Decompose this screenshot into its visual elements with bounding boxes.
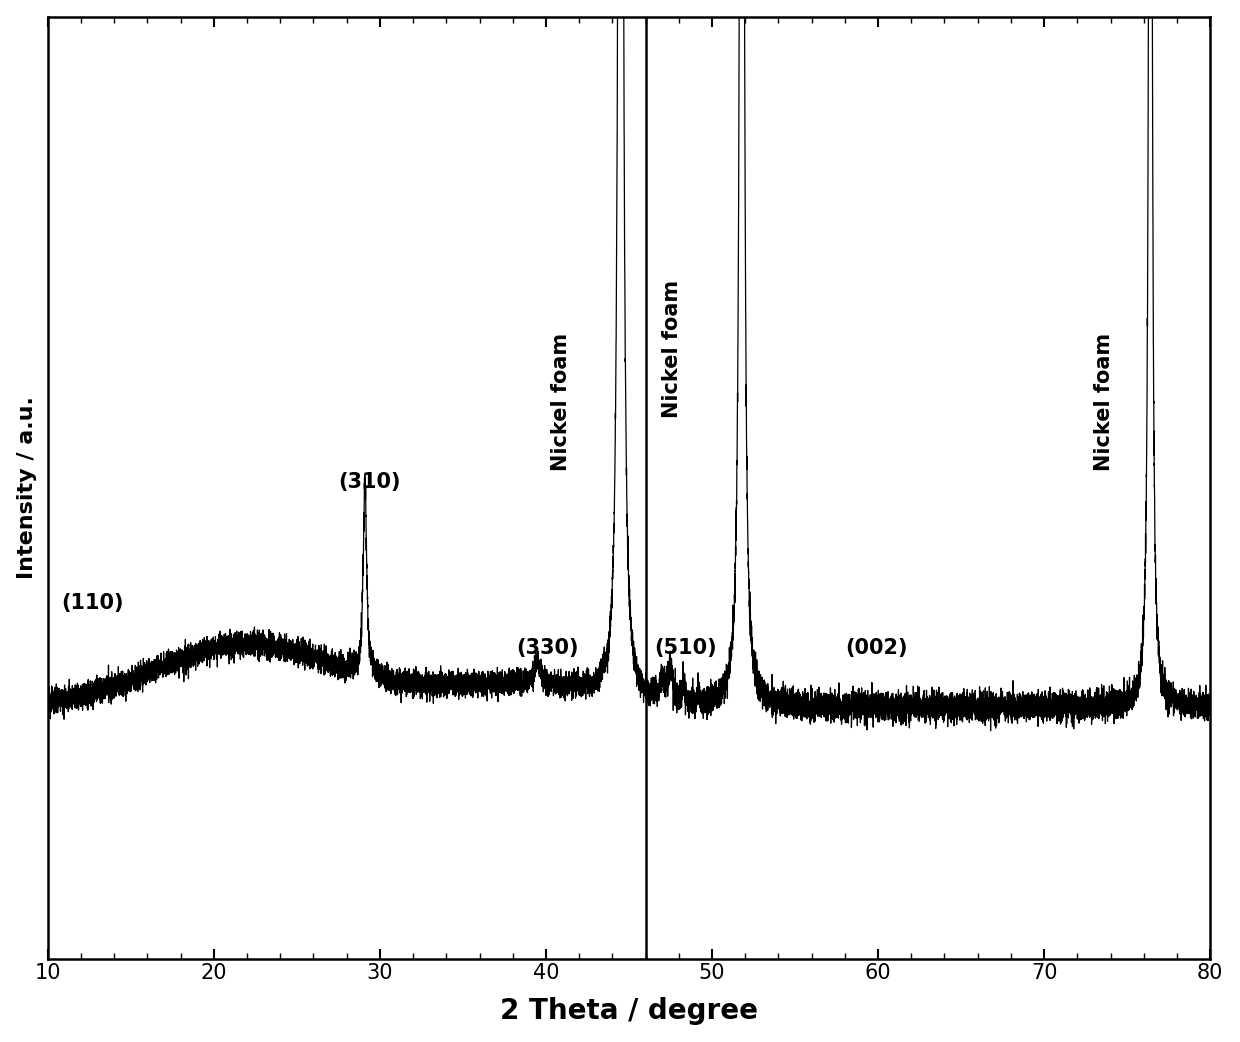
X-axis label: 2 Theta / degree: 2 Theta / degree (500, 997, 758, 1025)
Text: (002): (002) (844, 638, 908, 659)
Text: Nickel foam: Nickel foam (551, 333, 570, 471)
Y-axis label: Intensity / a.u.: Intensity / a.u. (16, 396, 37, 579)
Text: (330): (330) (516, 638, 579, 659)
Text: (310): (310) (339, 472, 401, 492)
Text: Nickel foam: Nickel foam (1094, 333, 1114, 471)
Text: (510): (510) (653, 638, 717, 659)
Text: Nickel foam: Nickel foam (662, 279, 682, 418)
Text: (110): (110) (61, 593, 124, 613)
